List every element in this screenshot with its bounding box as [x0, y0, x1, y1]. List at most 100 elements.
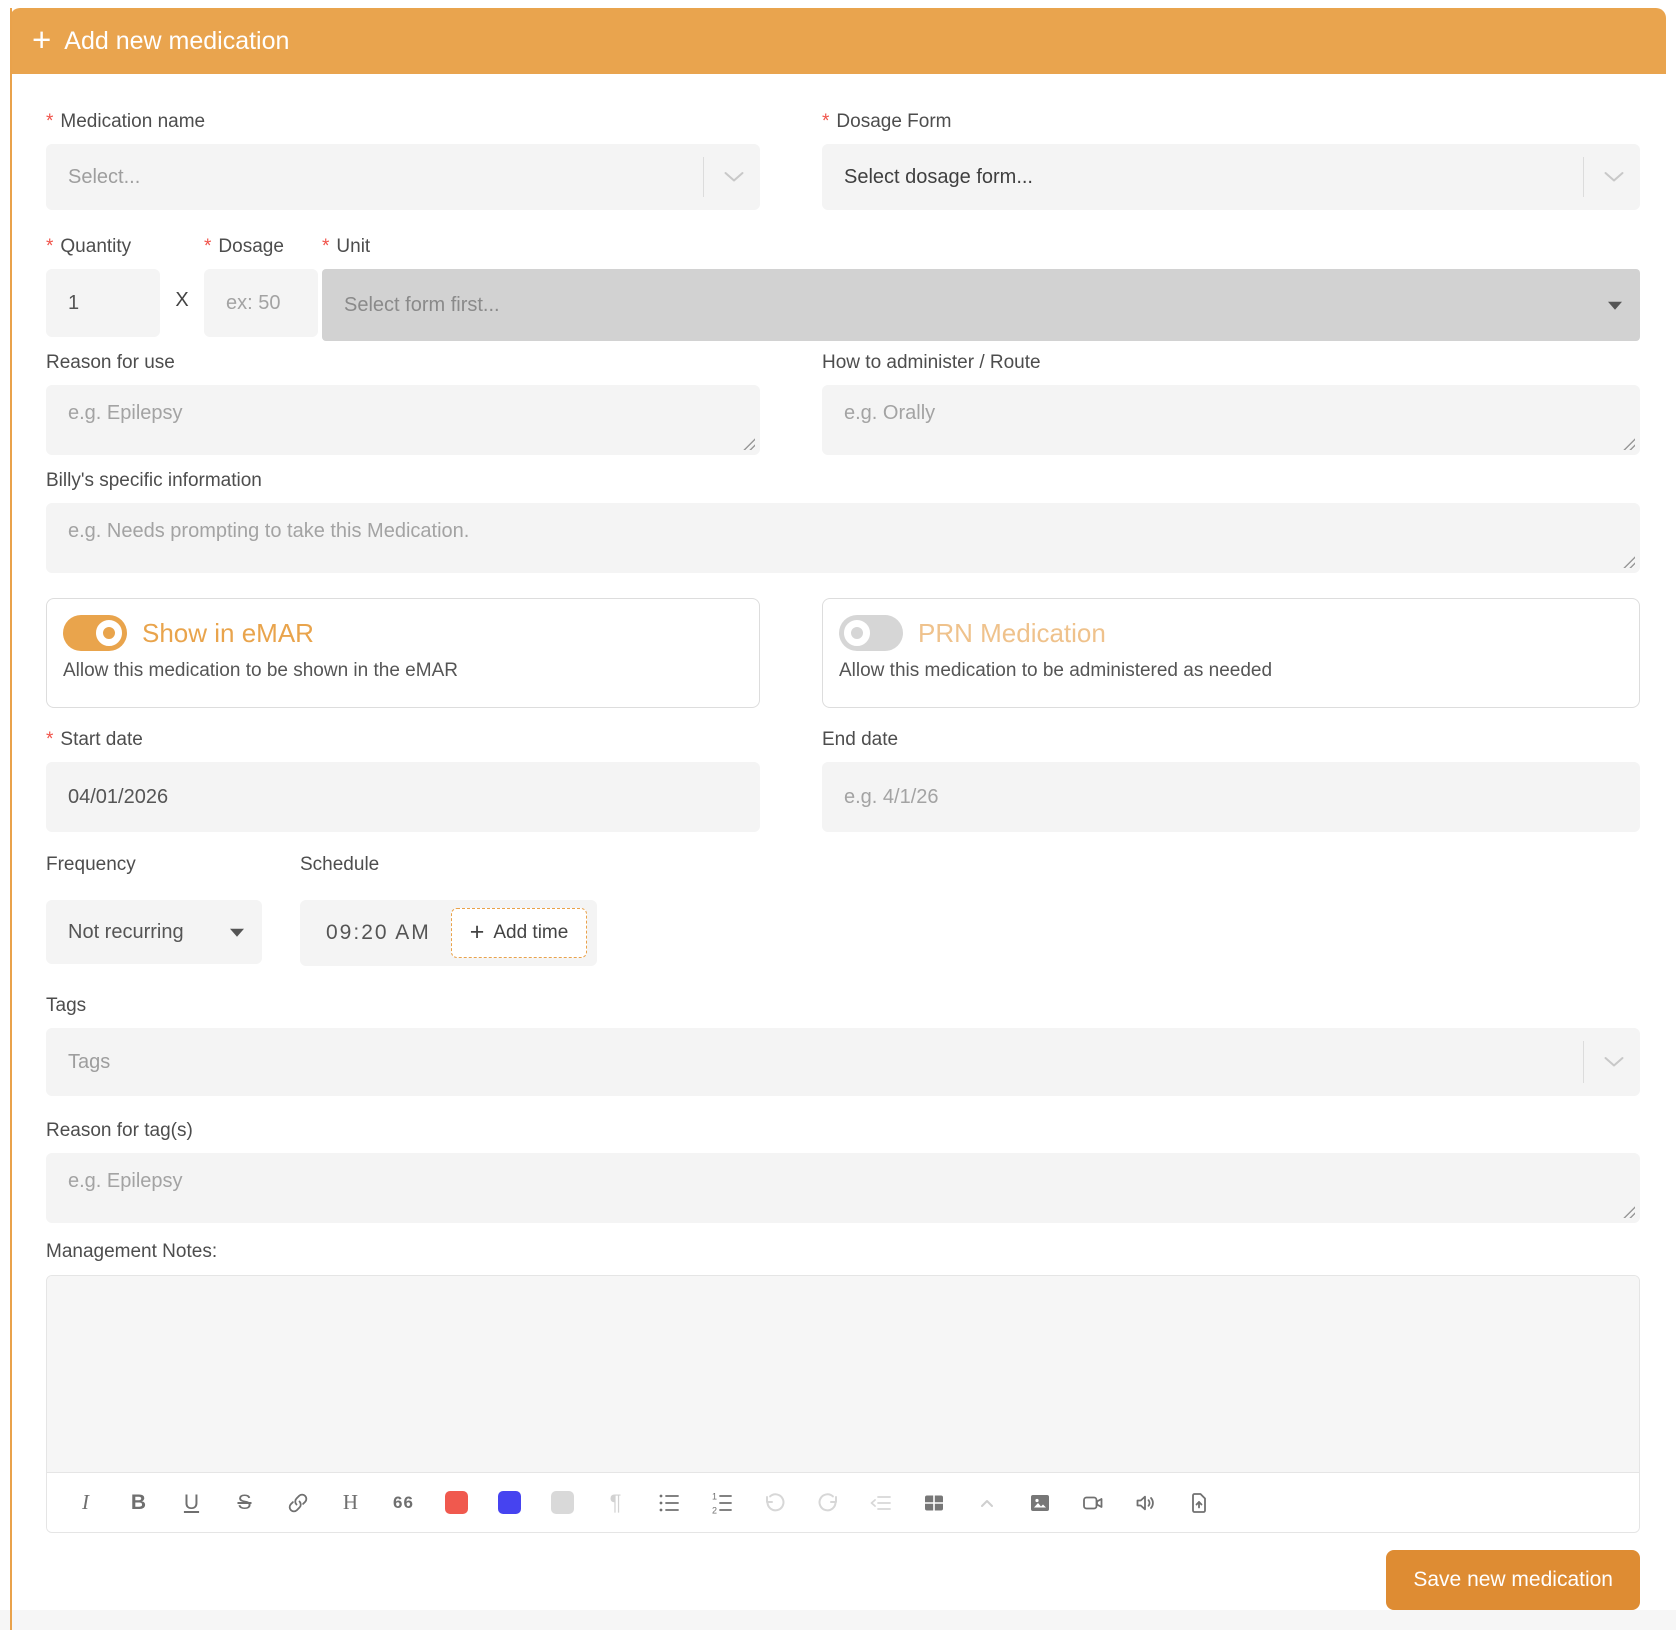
required-mark: * — [46, 236, 54, 257]
chevron-down-icon — [724, 172, 744, 183]
dropdown-triangle-icon — [1608, 301, 1622, 310]
toggle-knob — [96, 620, 122, 646]
redo-icon[interactable] — [801, 1482, 854, 1524]
reason-for-tags-field: Reason for tag(s) — [46, 1121, 1640, 1223]
image-icon[interactable] — [1013, 1482, 1066, 1524]
schedule-time[interactable]: 09:20 AM — [326, 921, 431, 944]
tags-select[interactable]: Tags — [46, 1028, 1640, 1096]
prn-medication-toggle[interactable] — [839, 615, 903, 651]
color-blue-icon[interactable] — [483, 1482, 536, 1524]
select-divider — [1583, 157, 1584, 197]
add-medication-card: + Add new medication * Medication name S… — [10, 8, 1666, 1610]
toggle-knob — [844, 620, 870, 646]
dosage-input[interactable] — [204, 269, 318, 337]
bullet-list-icon[interactable] — [642, 1482, 695, 1524]
blockquote-icon[interactable]: 66 — [393, 1492, 414, 1512]
specific-information-label: Billy's specific information — [46, 470, 262, 491]
frequency-select[interactable]: Not recurring — [46, 900, 262, 964]
dosage-form-placeholder: Select dosage form... — [844, 165, 1033, 188]
prn-medication-description: Allow this medication to be administered… — [839, 660, 1273, 681]
medication-name-placeholder: Select... — [68, 165, 141, 188]
prn-medication-card: PRN Medication Allow this medication to … — [822, 598, 1640, 708]
management-notes-field: Management Notes: I B U S H 66 — [46, 1242, 1640, 1533]
underline-icon[interactable]: U — [183, 1491, 200, 1514]
dosage-form-label: * Dosage Form — [822, 111, 952, 132]
bold-icon[interactable]: B — [130, 1491, 147, 1514]
dosage-form-select[interactable]: Select dosage form... — [822, 144, 1640, 210]
medication-name-label: * Medication name — [46, 111, 206, 132]
video-icon[interactable] — [1066, 1482, 1119, 1524]
strikethrough-icon[interactable]: S — [237, 1491, 252, 1514]
unit-placeholder: Select form first... — [344, 293, 500, 316]
medication-name-field: * Medication name Select... — [46, 112, 760, 210]
end-date-label: End date — [822, 729, 899, 750]
color-gray-icon[interactable] — [536, 1482, 589, 1524]
plus-icon: + — [32, 21, 52, 58]
undo-icon[interactable] — [748, 1482, 801, 1524]
add-time-button[interactable]: + Add time — [450, 908, 588, 958]
show-in-emar-description: Allow this medication to be shown in the… — [63, 660, 458, 681]
schedule-box: 09:20 AM + Add time — [300, 900, 598, 966]
chevron-down-icon — [1604, 172, 1624, 183]
tags-field: Tags Tags — [46, 996, 1640, 1096]
reason-for-use-field: Reason for use — [46, 353, 760, 455]
frequency-label: Frequency — [46, 854, 136, 875]
specific-information-textarea[interactable] — [46, 503, 1640, 573]
unit-select-disabled[interactable]: Select form first... — [322, 269, 1640, 341]
route-field: How to administer / Route — [822, 353, 1640, 455]
reason-for-tags-textarea[interactable] — [46, 1153, 1640, 1223]
reason-for-tags-label: Reason for tag(s) — [46, 1120, 193, 1141]
svg-text:2: 2 — [712, 1505, 717, 1515]
schedule-label: Schedule — [300, 854, 380, 875]
save-new-medication-button[interactable]: Save new medication — [1386, 1550, 1640, 1610]
svg-text:1: 1 — [712, 1491, 717, 1501]
end-date-input[interactable] — [822, 762, 1640, 832]
audio-icon[interactable] — [1119, 1482, 1172, 1524]
required-mark: * — [322, 236, 330, 257]
chevron-down-icon — [1604, 1057, 1624, 1068]
dropdown-triangle-icon — [230, 928, 244, 937]
quantity-input[interactable] — [46, 269, 160, 337]
route-label: How to administer / Route — [822, 352, 1041, 373]
quantity-label: * Quantity — [46, 236, 132, 257]
end-date-field: End date — [822, 730, 1640, 832]
collapse-toolbar-icon[interactable] — [960, 1482, 1013, 1524]
multiply-separator: X — [175, 289, 189, 311]
dosage-field: * Dosage — [204, 237, 318, 337]
add-new-medication-header[interactable]: + Add new medication — [10, 8, 1666, 74]
link-icon[interactable] — [271, 1482, 324, 1524]
outdent-icon[interactable] — [854, 1482, 907, 1524]
file-upload-icon[interactable] — [1172, 1482, 1225, 1524]
show-in-emar-title: Show in eMAR — [142, 617, 314, 648]
unit-field: * Unit Select form first... — [322, 237, 1640, 341]
start-date-input[interactable] — [46, 762, 760, 832]
frequency-value: Not recurring — [68, 920, 184, 943]
dosage-form-field: * Dosage Form Select dosage form... — [822, 112, 1640, 210]
dosage-label: * Dosage — [204, 236, 284, 257]
management-notes-editor-content[interactable] — [47, 1276, 1639, 1472]
specific-information-field: Billy's specific information — [46, 471, 1640, 573]
frequency-field: Frequency Not recurring — [46, 855, 262, 964]
italic-icon[interactable]: I — [82, 1490, 89, 1514]
prn-medication-title: PRN Medication — [918, 617, 1106, 648]
route-textarea[interactable] — [822, 385, 1640, 455]
tags-placeholder: Tags — [68, 1050, 111, 1073]
start-date-label: * Start date — [46, 729, 143, 750]
tags-label: Tags — [46, 995, 87, 1016]
select-divider — [703, 157, 704, 197]
unit-label: * Unit — [322, 236, 371, 257]
show-in-emar-toggle[interactable] — [63, 615, 127, 651]
heading-icon[interactable]: H — [342, 1490, 359, 1514]
color-red-icon[interactable] — [430, 1482, 483, 1524]
reason-for-use-textarea[interactable] — [46, 385, 760, 455]
pilcrow-icon[interactable]: ¶ — [609, 1489, 622, 1515]
footer-strip — [0, 1610, 1676, 1630]
medication-name-select[interactable]: Select... — [46, 144, 760, 210]
start-date-field: * Start date — [46, 730, 760, 832]
table-icon[interactable] — [907, 1482, 960, 1524]
management-notes-label: Management Notes: — [46, 1241, 218, 1262]
